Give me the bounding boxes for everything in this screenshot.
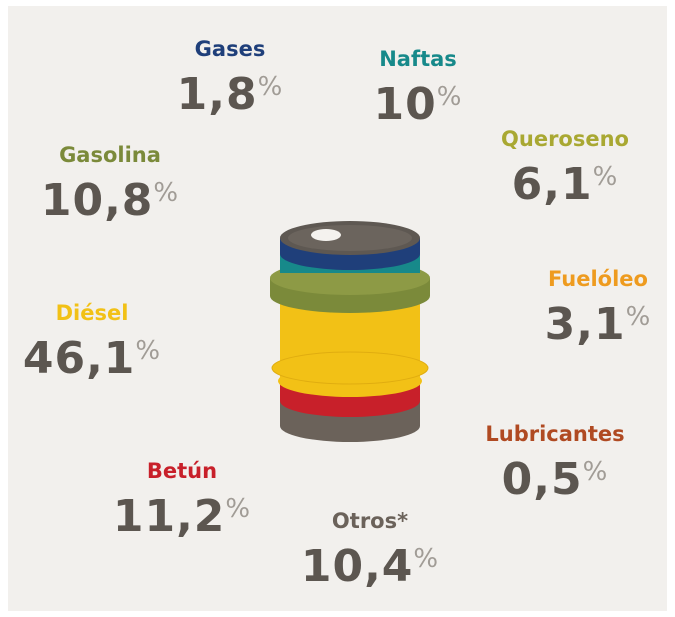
item-value: 11,2% xyxy=(113,484,251,542)
item-label: Otros* xyxy=(301,508,439,534)
value-number: 3,1 xyxy=(545,299,626,350)
item-value: 6,1% xyxy=(501,152,629,210)
value-number: 46,1 xyxy=(23,333,136,384)
item-label: Diésel xyxy=(23,300,161,326)
value-number: 0,5 xyxy=(502,454,583,505)
item-value: 0,5% xyxy=(485,447,624,505)
item-value: 10% xyxy=(374,72,463,130)
value-number: 10 xyxy=(374,79,437,130)
value-number: 6,1 xyxy=(512,159,593,210)
value-unit: % xyxy=(437,82,463,112)
item-value: 3,1% xyxy=(545,292,652,350)
value-unit: % xyxy=(135,336,161,366)
item-label: Naftas xyxy=(374,46,463,72)
barrel-lid xyxy=(288,225,412,251)
value-unit: % xyxy=(258,72,284,102)
value-unit: % xyxy=(593,162,619,192)
value-unit: % xyxy=(583,457,609,487)
item-label: Fuelóleo xyxy=(545,266,652,292)
value-unit: % xyxy=(153,178,179,208)
item: Otros*10,4% xyxy=(301,508,439,592)
value-number: 10,4 xyxy=(301,541,414,592)
item-label: Lubricantes xyxy=(485,421,624,447)
item-label: Gasolina xyxy=(41,142,179,168)
item-value: 1,8% xyxy=(177,62,284,120)
value-unit: % xyxy=(626,302,652,332)
item-label: Gases xyxy=(177,36,284,62)
value-unit: % xyxy=(225,494,251,524)
item-label: Betún xyxy=(113,458,251,484)
item-value: 10,4% xyxy=(301,534,439,592)
value-number: 11,2 xyxy=(113,491,226,542)
page: Gases1,8%Naftas10%Gasolina10,8%Queroseno… xyxy=(0,0,675,617)
value-number: 10,8 xyxy=(41,175,154,226)
barrel-cap xyxy=(311,229,341,241)
item-value: 10,8% xyxy=(41,168,179,226)
item-label: Queroseno xyxy=(501,126,629,152)
value-unit: % xyxy=(413,544,439,574)
barrel-ring xyxy=(272,352,428,384)
value-number: 1,8 xyxy=(177,69,258,120)
item-value: 46,1% xyxy=(23,326,161,384)
